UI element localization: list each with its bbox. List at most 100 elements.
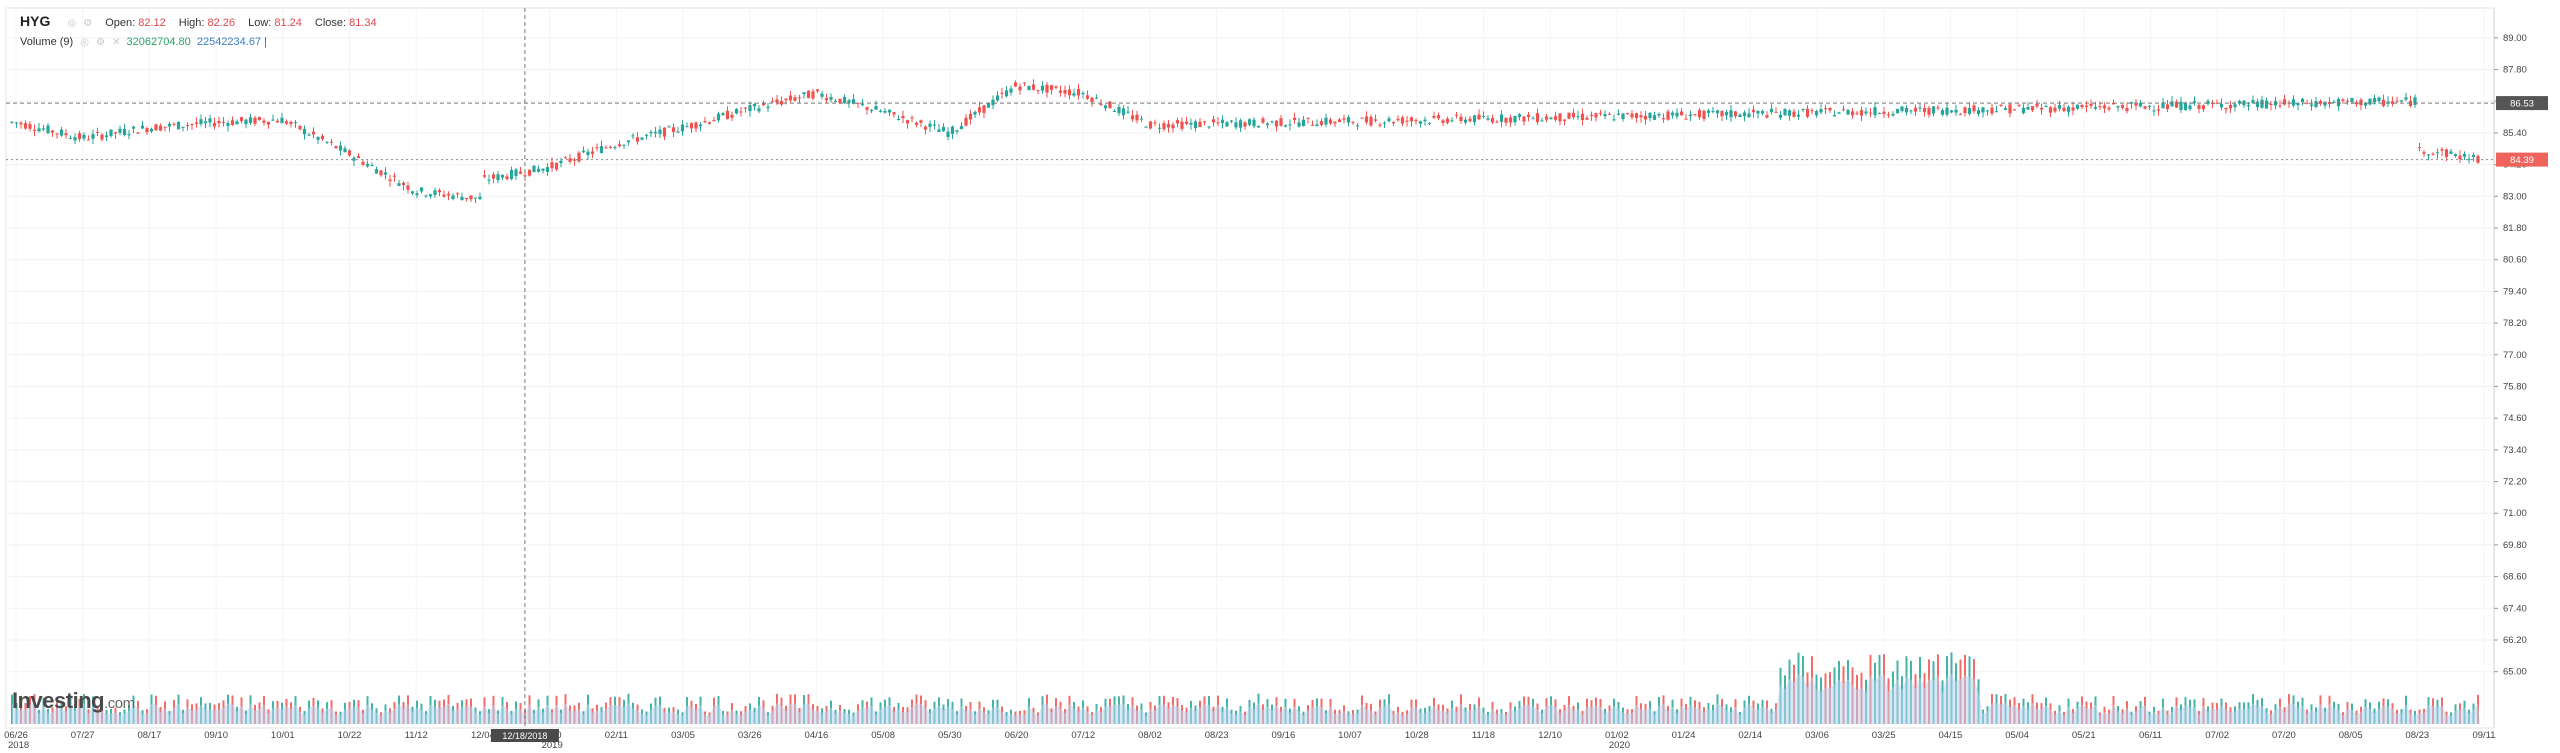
candle-body	[64, 133, 68, 136]
candle-body	[608, 146, 613, 148]
candle-body	[2219, 103, 2224, 108]
candle-body	[2327, 101, 2332, 104]
candle-body	[1085, 95, 1090, 99]
candle-body	[230, 120, 235, 125]
candle-body	[1238, 120, 1243, 128]
candle-body	[347, 150, 352, 156]
candle-body	[2143, 106, 2147, 109]
candle-body	[1936, 107, 1940, 109]
candle-body	[1801, 109, 1805, 111]
candle-body	[1688, 114, 1693, 117]
candle-body	[136, 132, 140, 134]
eye-icon[interactable]: ◎	[67, 18, 77, 29]
candle-body	[973, 111, 977, 115]
candle-body	[2449, 151, 2453, 154]
candle-body	[2467, 159, 2471, 161]
candle-body	[1999, 104, 2003, 106]
settings-icon[interactable]: ⚙	[96, 37, 106, 48]
candle-body	[842, 96, 847, 104]
eye-icon[interactable]: ◎	[80, 37, 89, 48]
close-icon[interactable]: ✕	[112, 37, 121, 48]
x-tick-label: 11/12	[405, 730, 428, 741]
candle-body	[203, 121, 208, 124]
candle-body	[208, 118, 212, 123]
candle-body	[1945, 107, 1949, 115]
candle-body	[1180, 121, 1184, 129]
candle-body	[1985, 110, 1990, 112]
candle-body	[1778, 114, 1783, 118]
candle-body	[1400, 117, 1405, 124]
candle-body	[1751, 109, 1756, 113]
candle-body	[689, 123, 694, 129]
x-tick-label: 02/14	[1738, 730, 1762, 741]
candle-body	[752, 104, 757, 107]
candle-body	[1481, 116, 1486, 118]
candle-body	[140, 125, 145, 129]
candle-body	[2026, 106, 2030, 110]
candle-body	[2377, 97, 2381, 102]
candle-body	[2107, 107, 2111, 110]
candle-body	[2179, 101, 2183, 111]
candle-body	[1355, 125, 1360, 127]
candle-body	[991, 99, 995, 106]
candle-body	[262, 120, 266, 123]
candle-body	[451, 195, 455, 200]
candle-body	[725, 110, 730, 120]
candle-body	[793, 97, 797, 101]
candle-body	[959, 126, 964, 130]
candle-body	[334, 146, 338, 149]
candle-body	[343, 148, 347, 153]
candle-body	[937, 129, 941, 132]
candle-body	[1931, 106, 1936, 114]
candle-body	[1549, 117, 1553, 120]
candle-body	[487, 179, 491, 181]
candle-body	[2242, 100, 2246, 106]
candle-body	[667, 126, 671, 128]
candle-body	[577, 152, 581, 162]
candle-body	[14, 122, 19, 124]
candle-body	[1814, 111, 1819, 116]
candle-body	[1139, 118, 1144, 120]
candle-body	[2318, 101, 2323, 104]
candle-body	[19, 122, 23, 125]
candle-body	[221, 122, 226, 124]
candle-body	[1562, 119, 1567, 121]
candle-body	[284, 121, 289, 124]
candle-body	[2075, 104, 2080, 109]
candle-body	[163, 126, 167, 128]
candle-body	[653, 131, 658, 134]
candle-body	[1513, 116, 1517, 123]
candle-body	[311, 131, 316, 135]
candle-body	[2170, 101, 2174, 107]
candle-body	[671, 127, 676, 132]
x-tick-label: 03/26	[738, 730, 762, 741]
candle-body	[307, 134, 311, 136]
candle-body	[1148, 121, 1153, 129]
candle-body	[109, 129, 113, 136]
candle-body	[2413, 97, 2417, 105]
candle-body	[649, 131, 653, 134]
candle-body	[2206, 100, 2210, 104]
candle-body	[1666, 111, 1670, 120]
candle-body	[1454, 114, 1459, 116]
candle-body	[2368, 98, 2372, 105]
candle-body	[1594, 113, 1598, 118]
candle-body	[1369, 116, 1373, 126]
candle-body	[1819, 109, 1823, 113]
candle-body	[1891, 113, 1895, 116]
candle-body	[581, 150, 586, 153]
candle-body	[1166, 123, 1171, 128]
candle-body	[100, 134, 104, 140]
candle-body	[500, 174, 505, 178]
candle-body	[2458, 155, 2462, 160]
candle-body	[2228, 104, 2233, 109]
candle-body	[2309, 104, 2314, 107]
candle-body	[572, 159, 577, 161]
settings-icon[interactable]: ⚙	[83, 18, 93, 29]
candle-body	[2044, 105, 2048, 107]
candle-body	[2341, 99, 2345, 101]
candle-body	[1715, 110, 1720, 114]
candle-body	[1540, 120, 1544, 122]
